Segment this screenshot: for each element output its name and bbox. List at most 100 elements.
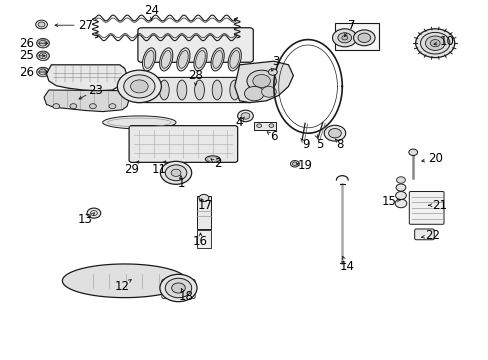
Text: 9: 9: [301, 138, 309, 150]
Circle shape: [87, 208, 101, 218]
Ellipse shape: [161, 50, 171, 68]
Text: 22: 22: [425, 229, 439, 242]
Ellipse shape: [194, 80, 204, 100]
Bar: [196, 230, 211, 248]
Text: 14: 14: [339, 260, 354, 273]
Circle shape: [268, 69, 277, 75]
Circle shape: [38, 22, 45, 27]
Polygon shape: [46, 65, 127, 91]
Text: 24: 24: [144, 4, 159, 17]
Polygon shape: [102, 116, 176, 129]
Text: 29: 29: [124, 163, 139, 176]
FancyBboxPatch shape: [408, 192, 443, 224]
Ellipse shape: [193, 48, 207, 71]
Circle shape: [171, 169, 181, 176]
Circle shape: [241, 113, 249, 119]
Circle shape: [165, 278, 191, 298]
Text: 27: 27: [78, 19, 93, 32]
Polygon shape: [44, 90, 129, 112]
Text: 20: 20: [427, 152, 442, 165]
Circle shape: [244, 86, 264, 101]
Circle shape: [395, 192, 406, 199]
Text: 26: 26: [20, 66, 34, 78]
Bar: [334, 23, 378, 50]
Circle shape: [357, 33, 370, 42]
Text: 28: 28: [188, 69, 203, 82]
Circle shape: [337, 33, 351, 43]
Text: 26: 26: [20, 37, 34, 50]
Text: 25: 25: [20, 49, 34, 62]
Circle shape: [123, 75, 155, 98]
Text: 15: 15: [381, 195, 395, 208]
Circle shape: [160, 274, 197, 302]
Ellipse shape: [177, 80, 186, 100]
Circle shape: [256, 124, 261, 127]
Circle shape: [109, 104, 116, 109]
Ellipse shape: [159, 48, 173, 71]
FancyBboxPatch shape: [129, 126, 237, 162]
Circle shape: [165, 165, 186, 181]
Text: 23: 23: [88, 84, 102, 96]
Circle shape: [237, 110, 253, 122]
Text: 6: 6: [269, 130, 277, 143]
Circle shape: [324, 125, 345, 141]
Circle shape: [353, 30, 374, 46]
Text: 21: 21: [432, 199, 447, 212]
Text: 17: 17: [198, 199, 212, 212]
Ellipse shape: [210, 48, 224, 71]
Ellipse shape: [227, 48, 241, 71]
Ellipse shape: [176, 48, 190, 71]
Circle shape: [395, 184, 405, 191]
Text: 8: 8: [335, 138, 343, 150]
Text: 18: 18: [178, 291, 193, 303]
Circle shape: [160, 161, 191, 184]
Polygon shape: [234, 61, 293, 103]
Circle shape: [394, 199, 406, 208]
Circle shape: [37, 67, 49, 77]
Circle shape: [117, 70, 161, 103]
Text: 10: 10: [439, 35, 454, 48]
Text: 2: 2: [213, 157, 221, 170]
Circle shape: [396, 177, 405, 183]
Text: 19: 19: [298, 159, 312, 172]
Circle shape: [130, 80, 148, 93]
Text: 12: 12: [115, 280, 129, 293]
Ellipse shape: [142, 80, 151, 100]
Ellipse shape: [142, 48, 156, 71]
Circle shape: [429, 40, 439, 47]
Circle shape: [408, 149, 417, 156]
Text: 13: 13: [78, 213, 93, 226]
Text: 4: 4: [235, 116, 243, 129]
Circle shape: [171, 283, 185, 293]
Circle shape: [39, 53, 47, 59]
Ellipse shape: [212, 80, 222, 100]
Text: 16: 16: [193, 235, 207, 248]
Ellipse shape: [178, 50, 188, 68]
Circle shape: [332, 29, 356, 47]
FancyBboxPatch shape: [414, 229, 433, 240]
Circle shape: [292, 162, 297, 166]
Text: 11: 11: [151, 163, 166, 176]
Ellipse shape: [144, 50, 154, 68]
Ellipse shape: [195, 50, 205, 68]
Ellipse shape: [229, 80, 239, 100]
Circle shape: [70, 104, 77, 109]
Circle shape: [36, 20, 47, 29]
Circle shape: [39, 69, 47, 75]
Circle shape: [415, 29, 454, 58]
Text: 3: 3: [272, 55, 280, 68]
Ellipse shape: [229, 50, 239, 68]
Circle shape: [328, 129, 341, 138]
Text: 1: 1: [177, 177, 184, 190]
Circle shape: [420, 32, 449, 54]
Ellipse shape: [212, 50, 222, 68]
Circle shape: [89, 104, 96, 109]
Bar: [254, 122, 276, 130]
Text: 5: 5: [316, 138, 324, 150]
Circle shape: [268, 124, 273, 127]
Text: 7: 7: [347, 19, 355, 32]
Circle shape: [199, 194, 208, 202]
Circle shape: [53, 104, 60, 109]
Circle shape: [252, 75, 270, 87]
FancyBboxPatch shape: [134, 77, 251, 103]
